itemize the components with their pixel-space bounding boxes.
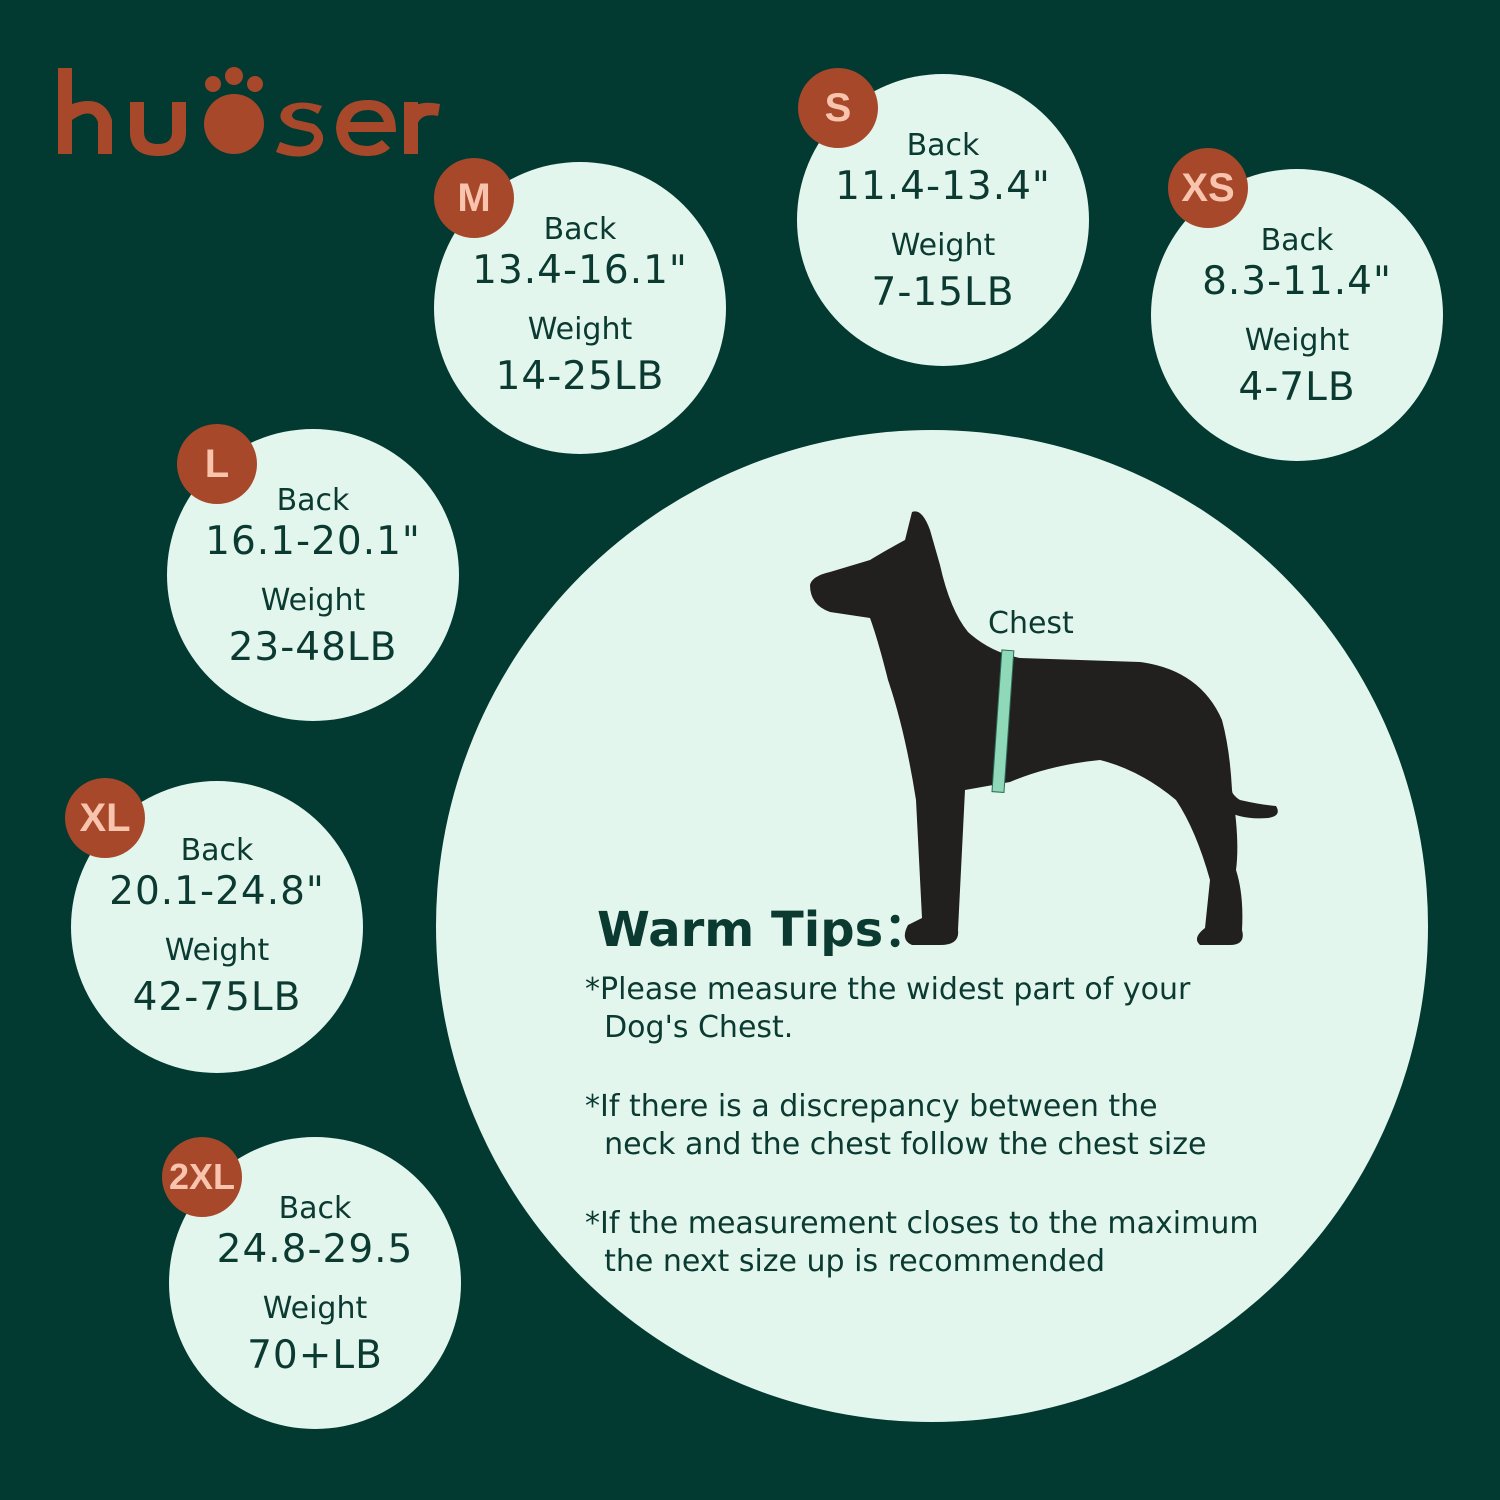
weight-value: 70+LB [247, 1333, 383, 1378]
tip-item: *If the measurement closes to the maximu… [585, 1206, 1259, 1279]
size-badge-xl: XL [65, 778, 145, 858]
back-value: 11.4-13.4" [835, 164, 1051, 209]
size-badge-xs: XS [1168, 148, 1248, 228]
size-card-xl: Back 20.1-24.8" Weight 42-75LB [71, 781, 363, 1073]
size-card-m: Back 13.4-16.1" Weight 14-25LB [434, 162, 726, 454]
weight-label: Weight [527, 312, 633, 347]
weight-label: Weight [260, 583, 366, 618]
size-badge-2xl: 2XL [162, 1137, 242, 1217]
size-badge-l: L [177, 424, 257, 504]
weight-label: Weight [164, 933, 270, 968]
size-card-s: Back 11.4-13.4" Weight 7-15LB [797, 74, 1089, 366]
back-label: Back [906, 128, 980, 163]
back-label: Back [278, 1191, 352, 1226]
tip-item: *Please measure the widest part of your … [585, 972, 1191, 1045]
back-label: Back [180, 833, 254, 868]
back-label: Back [1260, 223, 1334, 258]
back-value: 16.1-20.1" [205, 519, 421, 564]
back-value: 24.8-29.5 [216, 1227, 414, 1272]
size-badge-s: S [798, 68, 878, 148]
back-label: Back [543, 212, 617, 247]
weight-value: 4-7LB [1238, 365, 1356, 410]
size-badge-m: M [434, 158, 514, 238]
back-value: 8.3-11.4" [1202, 259, 1392, 304]
brand-logo [58, 67, 440, 157]
weight-value: 42-75LB [132, 975, 302, 1020]
chest-label: Chest [988, 606, 1074, 641]
tip-item: *If there is a discrepancy between the n… [585, 1089, 1207, 1162]
back-value: 20.1-24.8" [109, 869, 325, 914]
weight-value: 7-15LB [871, 270, 1015, 315]
weight-value: 14-25LB [495, 354, 665, 399]
weight-label: Weight [890, 228, 996, 263]
weight-value: 23-48LB [228, 625, 398, 670]
weight-label: Weight [1244, 323, 1350, 358]
back-label: Back [276, 483, 350, 518]
back-value: 13.4-16.1" [472, 248, 688, 293]
tips-title: Warm Tips： [597, 902, 932, 958]
weight-label: Weight [262, 1291, 368, 1326]
